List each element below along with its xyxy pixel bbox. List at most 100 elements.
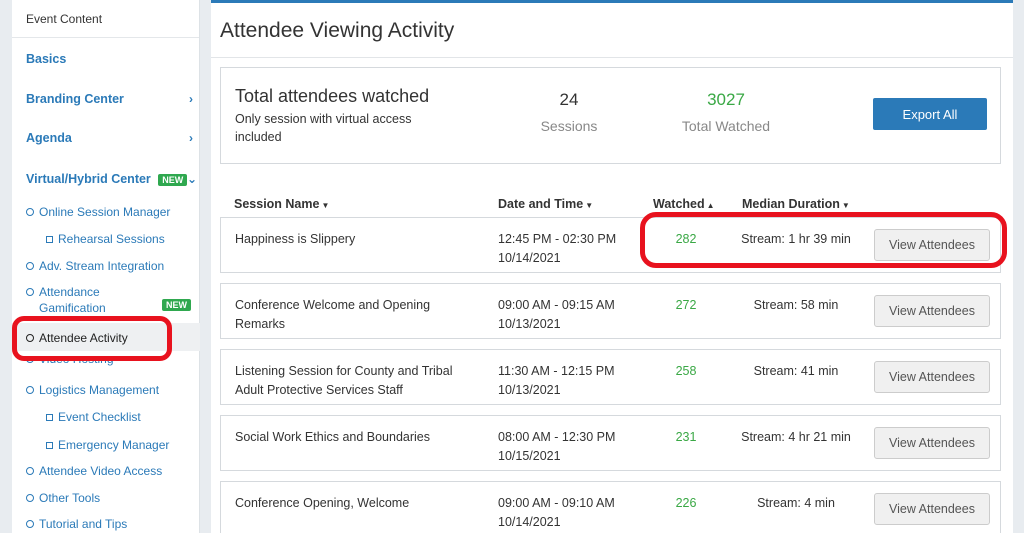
sidebar-item-agenda[interactable]: Agenda bbox=[26, 131, 72, 145]
total-watched-count: 3027 bbox=[707, 90, 745, 109]
sidebar-item-label: Attendance bbox=[39, 285, 100, 299]
new-badge: NEW bbox=[162, 299, 191, 311]
session-datetime: 09:00 AM - 09:10 AM 10/14/2021 bbox=[498, 494, 638, 532]
view-attendees-button[interactable]: View Attendees bbox=[874, 229, 990, 261]
sidebar-item-label: Video Hosting bbox=[39, 357, 114, 366]
median-duration: Stream: 4 hr 21 min bbox=[741, 430, 851, 444]
sidebar-item-rehearsal-sessions[interactable]: Rehearsal Sessions bbox=[46, 232, 165, 246]
chevron-down-icon[interactable]: ⌄ bbox=[186, 172, 197, 186]
sidebar-item-attendance-gamification[interactable]: Attendance Gamification bbox=[39, 285, 106, 313]
circle-bullet-icon bbox=[26, 208, 34, 216]
session-name: Conference Opening, Welcome bbox=[235, 496, 410, 510]
view-attendees-button[interactable]: View Attendees bbox=[874, 295, 990, 327]
session-name: Conference Welcome and Opening Remarks bbox=[235, 298, 431, 331]
column-header-watched[interactable]: Watched ▲ bbox=[653, 197, 715, 211]
export-all-button[interactable]: Export All bbox=[873, 98, 987, 130]
sidebar-item-logistics-management[interactable]: Logistics Management bbox=[26, 383, 159, 397]
session-date: 10/14/2021 bbox=[498, 251, 561, 265]
watched-count: 226 bbox=[675, 496, 697, 510]
circle-bullet-icon bbox=[26, 285, 39, 299]
circle-bullet-icon bbox=[26, 494, 34, 502]
sidebar-item-label: Gamification bbox=[39, 301, 106, 313]
table-row: Happiness is Slippery 12:45 PM - 02:30 P… bbox=[220, 217, 1001, 273]
sidebar-item-online-session-manager[interactable]: Online Session Manager bbox=[26, 205, 170, 219]
session-time: 09:00 AM - 09:15 AM bbox=[498, 298, 615, 312]
sidebar-item-label: Emergency Manager bbox=[58, 438, 170, 452]
watched-count: 258 bbox=[675, 364, 697, 378]
sessions-count: 24 bbox=[559, 90, 579, 109]
session-time: 09:00 AM - 09:10 AM bbox=[498, 496, 615, 510]
session-name: Social Work Ethics and Boundaries bbox=[235, 430, 431, 444]
square-bullet-icon bbox=[46, 414, 53, 421]
circle-bullet-icon bbox=[26, 467, 34, 475]
session-date: 10/15/2021 bbox=[498, 449, 561, 463]
column-header-label: Median Duration bbox=[742, 197, 840, 211]
sidebar-item-virtual-hybrid-center[interactable]: Virtual/Hybrid Center NEW bbox=[26, 172, 188, 186]
sidebar-item-event-checklist[interactable]: Event Checklist bbox=[46, 410, 141, 424]
total-watched-label: Total Watched bbox=[681, 118, 771, 134]
table-row: Conference Welcome and Opening Remarks 0… bbox=[220, 283, 1001, 339]
median-duration: Stream: 1 hr 39 min bbox=[741, 232, 851, 246]
session-time: 08:00 AM - 12:30 PM bbox=[498, 430, 616, 444]
session-date: 10/13/2021 bbox=[498, 317, 561, 331]
divider bbox=[211, 57, 1013, 58]
median-duration: Stream: 4 min bbox=[757, 496, 835, 510]
summary-title: Total attendees watched bbox=[235, 86, 430, 106]
sidebar-item-adv-stream-integration[interactable]: Adv. Stream Integration bbox=[26, 259, 164, 273]
column-header-median-duration[interactable]: Median Duration ▼ bbox=[742, 197, 850, 211]
session-name: Happiness is Slippery bbox=[235, 232, 356, 246]
table-row: Listening Session for County and Tribal … bbox=[220, 349, 1001, 405]
summary-note: Only session with virtual access include… bbox=[235, 112, 412, 144]
chevron-right-icon[interactable]: › bbox=[189, 131, 193, 145]
circle-bullet-icon bbox=[26, 334, 34, 342]
sidebar-item-label: Other Tools bbox=[39, 491, 101, 505]
view-attendees-button[interactable]: View Attendees bbox=[874, 361, 990, 393]
table-row: Social Work Ethics and Boundaries 08:00 … bbox=[220, 415, 1001, 471]
session-name: Listening Session for County and Tribal … bbox=[235, 364, 453, 397]
sidebar-item-attendee-video-access[interactable]: Attendee Video Access bbox=[26, 464, 162, 478]
caret-down-icon: ▼ bbox=[585, 201, 594, 210]
session-time: 11:30 AM - 12:15 PM bbox=[498, 364, 615, 378]
median-duration: Stream: 58 min bbox=[753, 298, 839, 312]
sidebar-item-label: Online Session Manager bbox=[39, 205, 171, 219]
sidebar-item-other-tools[interactable]: Other Tools bbox=[26, 491, 100, 505]
sidebar-item-attendee-activity[interactable]: Attendee Activity bbox=[26, 331, 128, 345]
median-duration: Stream: 41 min bbox=[753, 364, 839, 378]
new-badge: NEW bbox=[158, 174, 188, 186]
sidebar-item-tutorial-and-tips[interactable]: Tutorial and Tips bbox=[26, 517, 127, 531]
sidebar-item-label: Event Checklist bbox=[58, 410, 141, 424]
watched-count: 272 bbox=[675, 298, 697, 312]
sidebar-item-label: Logistics Management bbox=[39, 383, 160, 397]
sessions-stat: 24 Sessions bbox=[521, 90, 617, 134]
sidebar-item-label: Rehearsal Sessions bbox=[58, 232, 165, 246]
session-date: 10/13/2021 bbox=[498, 383, 561, 397]
view-attendees-button[interactable]: View Attendees bbox=[874, 427, 990, 459]
chevron-right-icon[interactable]: › bbox=[189, 92, 193, 106]
caret-down-icon: ▼ bbox=[841, 201, 850, 210]
column-header-date-time[interactable]: Date and Time ▼ bbox=[498, 197, 593, 211]
sidebar-item-label: Attendee Video Access bbox=[39, 464, 163, 478]
sidebar-item-label: Adv. Stream Integration bbox=[39, 259, 165, 273]
highlight-annotation-row bbox=[640, 212, 1007, 268]
total-watched-stat: 3027 Total Watched bbox=[666, 90, 786, 134]
session-datetime: 11:30 AM - 12:15 PM 10/13/2021 bbox=[498, 362, 638, 400]
sidebar-item-label: Tutorial and Tips bbox=[39, 517, 128, 531]
column-header-session-name[interactable]: Session Name ▼ bbox=[234, 197, 329, 211]
circle-bullet-icon bbox=[26, 262, 34, 270]
caret-up-icon: ▲ bbox=[706, 201, 715, 210]
sidebar-item-basics[interactable]: Basics bbox=[26, 52, 67, 66]
circle-bullet-icon bbox=[26, 386, 34, 394]
column-header-label: Watched bbox=[653, 197, 705, 211]
sidebar-item-branding-center[interactable]: Branding Center bbox=[26, 92, 124, 106]
sidebar-item-label: Attendee Activity bbox=[39, 331, 128, 345]
session-time: 12:45 PM - 02:30 PM bbox=[498, 232, 617, 246]
summary-card: Total attendees watched Only session wit… bbox=[220, 67, 1001, 164]
table-row: Conference Opening, Welcome 09:00 AM - 0… bbox=[220, 481, 1001, 533]
watched-count: 231 bbox=[675, 430, 697, 444]
view-attendees-button[interactable]: View Attendees bbox=[874, 493, 990, 525]
square-bullet-icon bbox=[46, 236, 53, 243]
session-datetime: 09:00 AM - 09:15 AM 10/13/2021 bbox=[498, 296, 638, 334]
sidebar-item-emergency-manager[interactable]: Emergency Manager bbox=[46, 438, 169, 452]
column-header-label: Session Name bbox=[234, 197, 320, 211]
session-date: 10/14/2021 bbox=[498, 515, 561, 529]
